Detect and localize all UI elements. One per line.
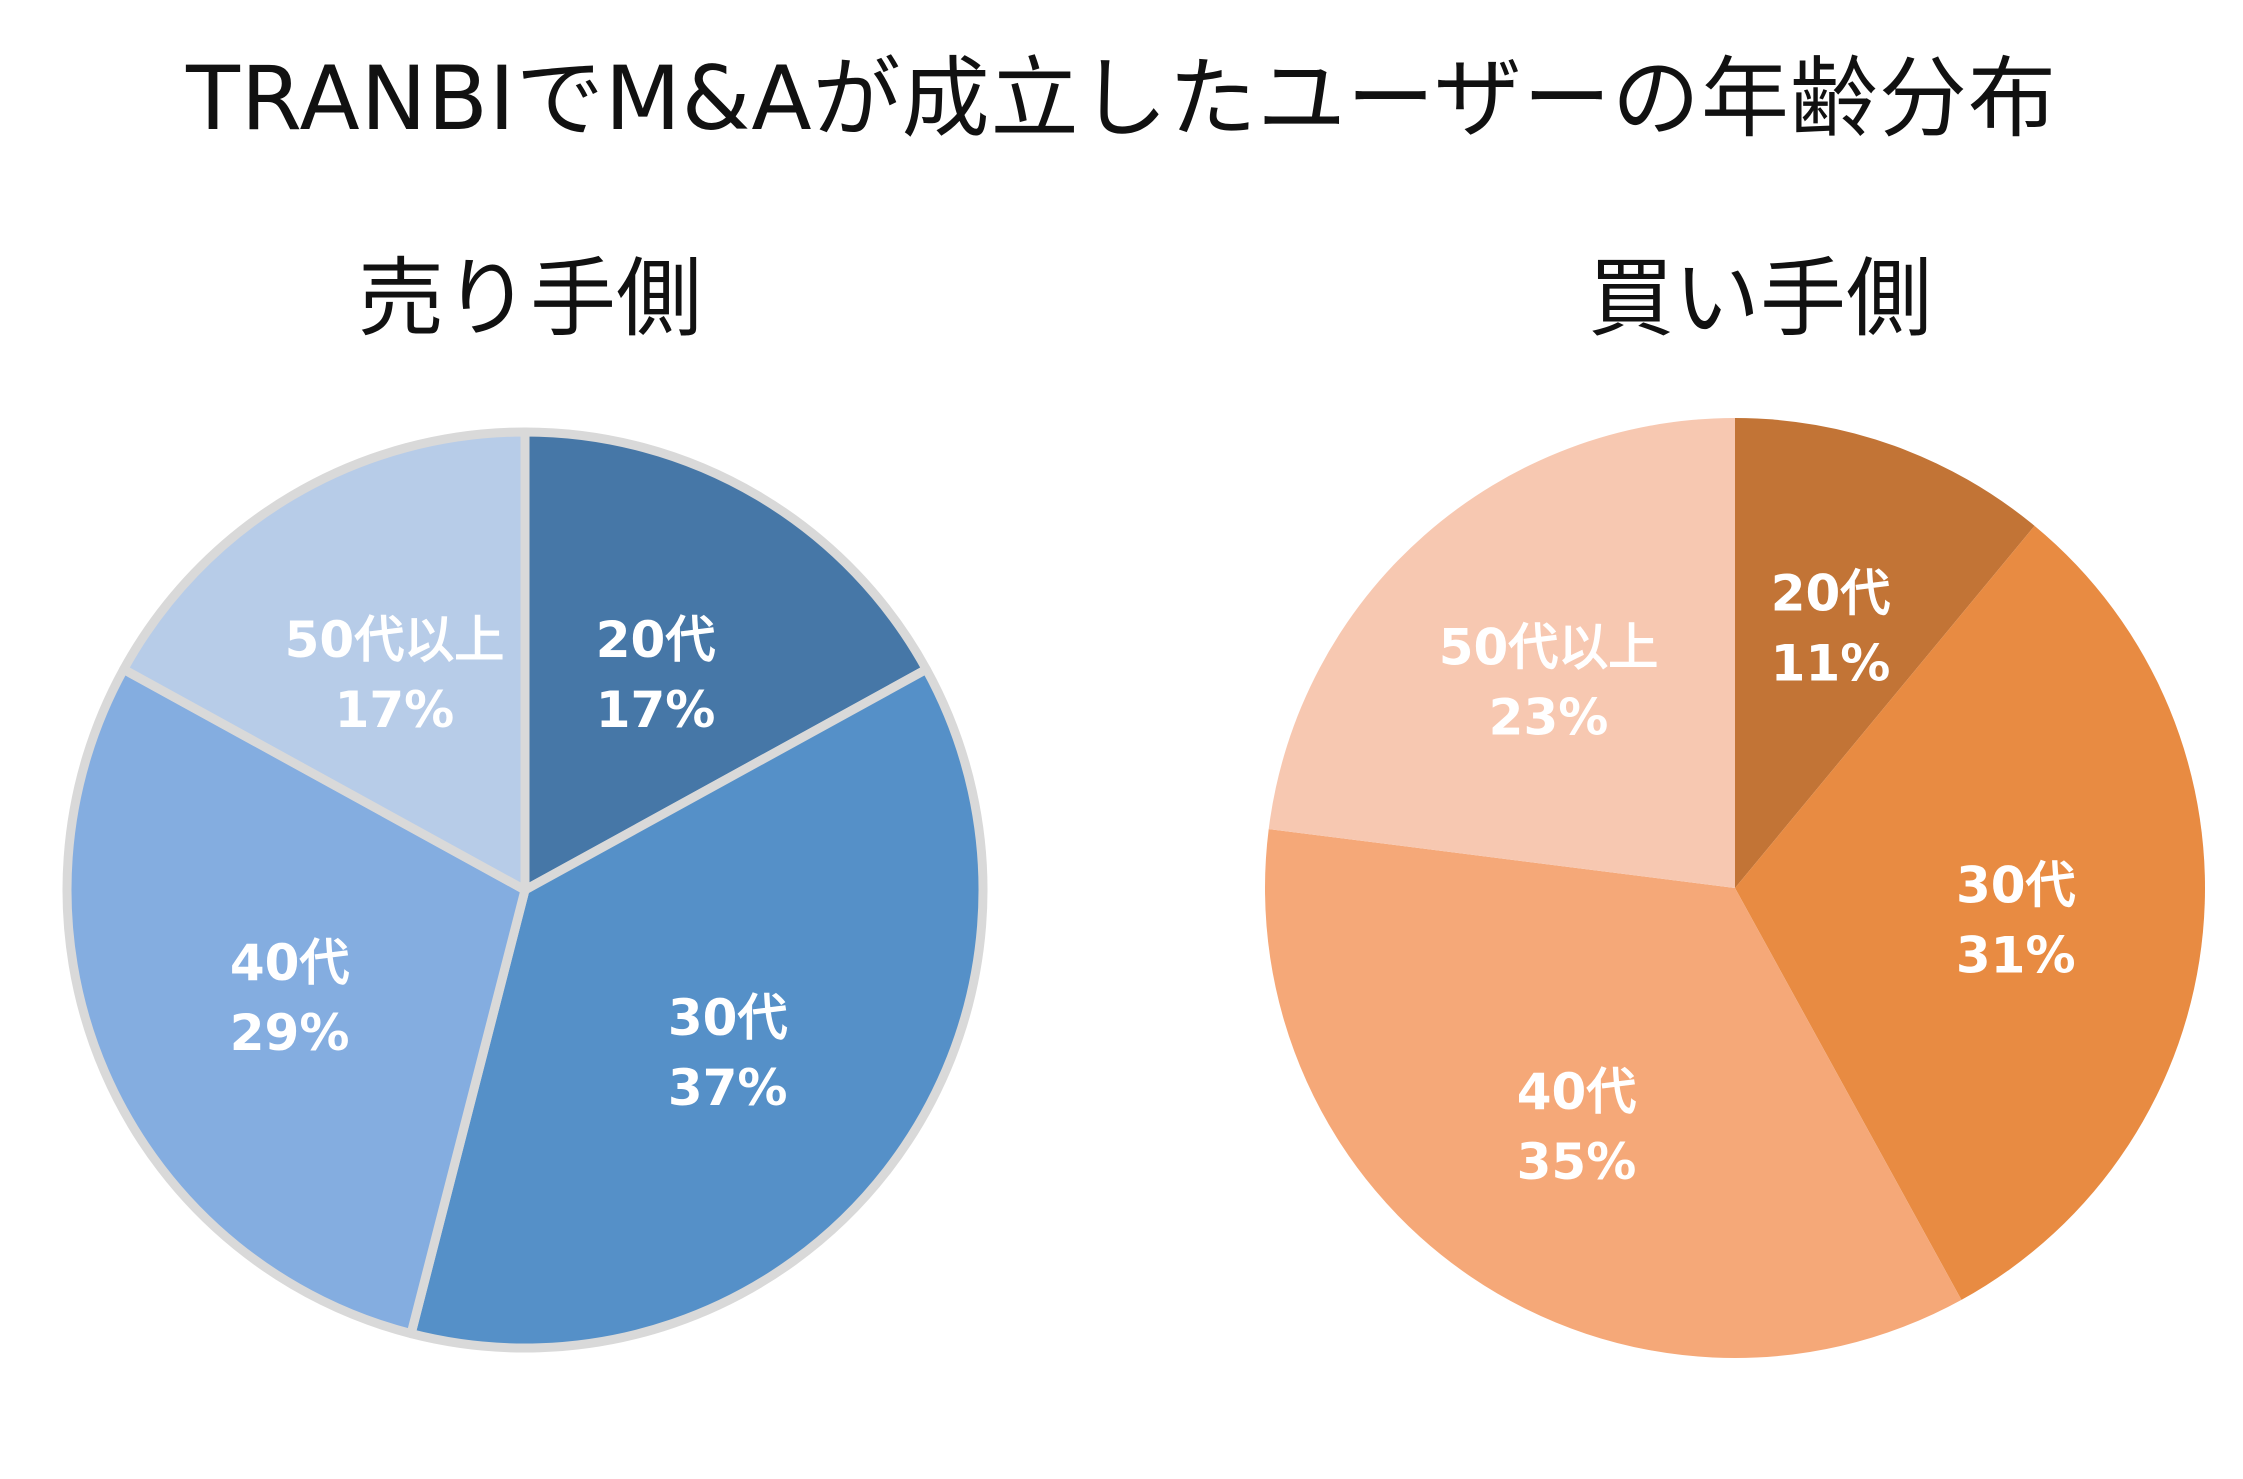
buyer-chart-title: 買い手側 bbox=[1588, 249, 1932, 349]
seller-pie: 20代 17% 30代 37% 40代 29% 50代以上 17% bbox=[62, 427, 988, 1353]
slice-category-label: 50代以上 bbox=[1439, 618, 1659, 676]
slice-percent-label: 17% bbox=[596, 681, 716, 739]
slice-category-label: 20代 bbox=[596, 611, 716, 669]
pie-slice-4 bbox=[119, 427, 530, 895]
slice-category-label: 40代 bbox=[1517, 1063, 1637, 1121]
pie-slice-2 bbox=[406, 664, 988, 1353]
slice-percent-label: 23% bbox=[1489, 688, 1609, 746]
pie-slice-3 bbox=[1265, 829, 1962, 1358]
slice-category-label: 50代以上 bbox=[285, 611, 505, 669]
pie-slice-2 bbox=[1735, 525, 2205, 1300]
pie-slice-3 bbox=[62, 664, 530, 1339]
slice-category-label: 40代 bbox=[230, 934, 350, 992]
pie-slice-1 bbox=[520, 427, 931, 895]
main-title: TRANBIでM&Aが成立したユーザーの年齢分布 bbox=[186, 47, 2057, 150]
seller-chart: 売り手側 20代 17% 30代 37% 40代 29% 50代以上 17% bbox=[0, 0, 1110, 1479]
buyer-pie: 20代 11% 30代 31% 40代 35% 50代以上 23% bbox=[1265, 418, 2205, 1358]
buyer-chart: 買い手側 20代 11% 30代 31% 40代 35% 50代以上 23% bbox=[1110, 0, 2243, 1479]
slice-percent-label: 29% bbox=[230, 1004, 350, 1062]
slice-percent-label: 17% bbox=[335, 681, 455, 739]
pie-slice-4 bbox=[1268, 418, 1735, 888]
slice-percent-label: 31% bbox=[1956, 927, 2076, 985]
slice-category-label: 20代 bbox=[1771, 565, 1891, 623]
slice-percent-label: 37% bbox=[668, 1059, 788, 1117]
slice-category-label: 30代 bbox=[1956, 857, 2076, 915]
pie-slice-1 bbox=[1735, 418, 2035, 888]
seller-chart-title: 売り手側 bbox=[358, 249, 702, 349]
slice-category-label: 30代 bbox=[668, 989, 788, 1047]
slice-percent-label: 11% bbox=[1771, 635, 1891, 693]
slice-percent-label: 35% bbox=[1517, 1133, 1637, 1191]
